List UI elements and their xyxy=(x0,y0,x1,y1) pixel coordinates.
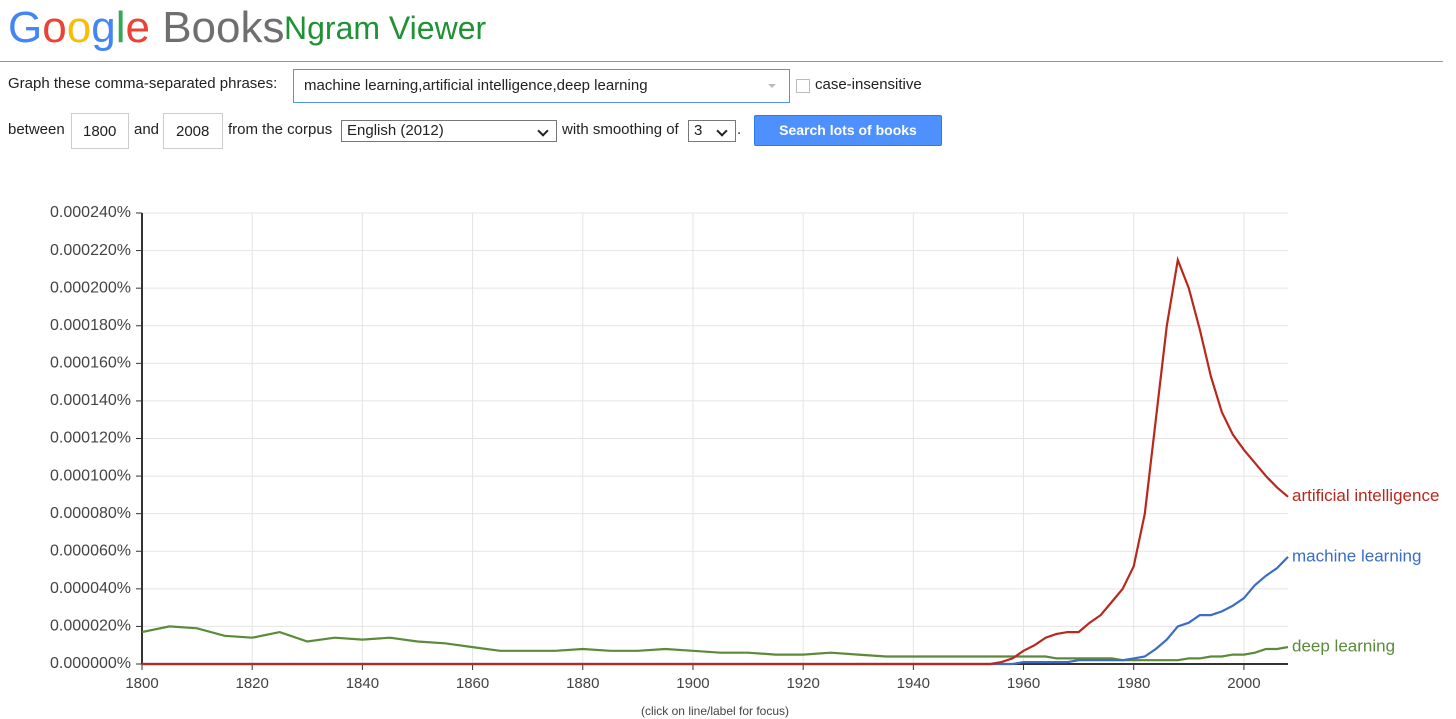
y-tick-label: 0.000000% xyxy=(50,655,131,672)
header-rule xyxy=(0,61,1443,62)
logo-google: Google xyxy=(8,3,150,52)
series-label[interactable]: artificial intelligence xyxy=(1292,486,1439,505)
x-tick-label: 1860 xyxy=(456,675,489,692)
smoothing-select[interactable]: 3 xyxy=(688,120,736,142)
period: . xyxy=(737,121,742,138)
y-tick-label: 0.000060% xyxy=(50,542,131,559)
y-tick-label: 0.000240% xyxy=(50,204,131,221)
x-tick-label: 1920 xyxy=(786,675,819,692)
phrases-label: Graph these comma-separated phrases: xyxy=(8,75,278,92)
x-tick-label: 2000 xyxy=(1227,675,1260,692)
case-checkbox[interactable] xyxy=(796,79,810,93)
x-tick-label: 1980 xyxy=(1117,675,1150,692)
series-line[interactable] xyxy=(141,625,1289,662)
series-label[interactable]: machine learning xyxy=(1292,546,1421,565)
chart-note: (click on line/label for focus) xyxy=(641,704,789,718)
series-label[interactable]: deep learning xyxy=(1292,637,1395,656)
smoothing-label: with smoothing of xyxy=(562,121,679,138)
search-button[interactable]: Search lots of books xyxy=(754,115,942,146)
corpus-label: from the corpus xyxy=(228,121,333,138)
series-line[interactable] xyxy=(142,255,1289,666)
y-tick-label: 0.000020% xyxy=(50,618,131,635)
y-tick-label: 0.000160% xyxy=(50,355,131,372)
x-tick-label: 1960 xyxy=(1007,675,1040,692)
case-label: case-insensitive xyxy=(815,76,922,93)
x-tick-label: 1820 xyxy=(236,675,269,692)
and-label: and xyxy=(134,121,160,138)
y-tick-label: 0.000080% xyxy=(50,505,131,522)
y-tick-label: 0.000140% xyxy=(50,392,131,409)
x-tick-label: 1800 xyxy=(125,675,158,692)
corpus-select[interactable]: English (2012) xyxy=(341,120,557,142)
x-tick-label: 1900 xyxy=(676,675,709,692)
start-year-input[interactable]: 1800 xyxy=(71,113,129,149)
logo: Google Books xyxy=(8,2,284,54)
y-tick-label: 0.000180% xyxy=(50,317,131,334)
page-title: Ngram Viewer xyxy=(284,10,487,46)
y-tick-label: 0.000100% xyxy=(50,467,131,484)
x-tick-label: 1880 xyxy=(566,675,599,692)
y-tick-label: 0.000120% xyxy=(50,430,131,447)
x-tick-label: 1940 xyxy=(897,675,930,692)
y-tick-label: 0.000200% xyxy=(50,279,131,296)
dropdown-arrow xyxy=(768,84,776,88)
end-year-input[interactable]: 2008 xyxy=(163,113,223,149)
y-tick-label: 0.000040% xyxy=(50,580,131,597)
y-tick-label: 0.000220% xyxy=(50,242,131,259)
x-tick-label: 1840 xyxy=(346,675,379,692)
between-label: between xyxy=(8,121,65,138)
logo-books: Books xyxy=(162,3,285,52)
phrases-input[interactable]: machine learning,artificial intelligence… xyxy=(293,69,790,103)
series-line[interactable] xyxy=(142,556,1289,666)
